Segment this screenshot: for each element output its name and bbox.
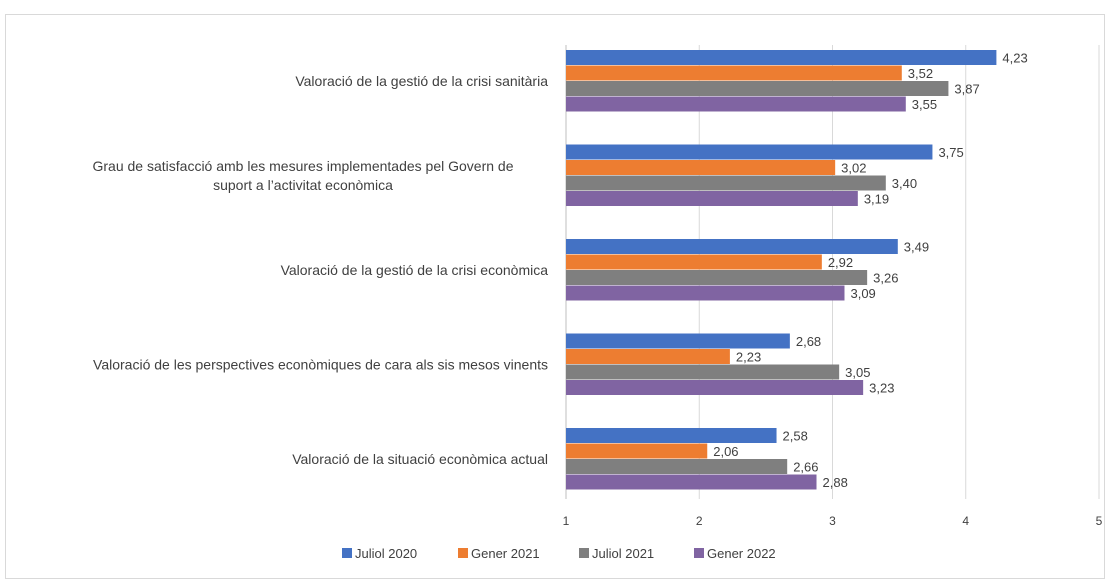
legend-swatch xyxy=(458,548,468,558)
data-labels: 4,23 3,52 3,87 3,55 3,75 3,02 3,403,19 3,49 2,92… xyxy=(713,50,1027,490)
legend-swatch xyxy=(579,548,589,558)
bar xyxy=(566,81,949,96)
data-label: 3,75 xyxy=(938,145,963,160)
data-label: 3,55 xyxy=(912,97,937,112)
data-label: 2,58 xyxy=(783,428,808,443)
legend-swatch xyxy=(342,548,352,558)
legend-label: Gener 2021 xyxy=(471,546,540,561)
bar xyxy=(566,160,836,175)
data-label: 2,88 xyxy=(823,475,848,490)
legend-label: Gener 2022 xyxy=(707,546,776,561)
bar xyxy=(566,144,933,160)
bar xyxy=(566,333,790,349)
legend: Juliol 2020 Gener 2021 Juliol 2021 Gener 20… xyxy=(342,546,776,561)
bar xyxy=(566,443,708,459)
data-label: 3,49 xyxy=(904,239,929,254)
category-label: Valoració de les perspectives econòmique… xyxy=(93,357,548,373)
legend-label: Juliol 2020 xyxy=(355,546,417,561)
data-label: 3,05 xyxy=(845,365,870,380)
data-label: 3,40 xyxy=(892,176,917,191)
data-label: 2,06 xyxy=(713,444,738,459)
category-label-line: Grau de satisfacció amb les mesures impl… xyxy=(93,158,514,174)
category-label: Valoració de la gestió de la crisi sanit… xyxy=(295,73,548,89)
data-label: 3,23 xyxy=(869,380,894,395)
x-tick-label: 4 xyxy=(962,514,969,528)
x-tick-label: 3 xyxy=(829,514,836,528)
bar xyxy=(566,349,730,364)
bar-chart: 4,23 3,52 3,87 3,55 3,75 3,02 3,403,19 3,49 2,92… xyxy=(93,45,1103,561)
data-label: 3,87 xyxy=(954,81,979,96)
bars xyxy=(566,50,997,490)
data-label: 3,52 xyxy=(908,66,933,81)
data-label: 3,19 xyxy=(864,191,889,206)
bar xyxy=(566,428,777,443)
data-label: 2,23 xyxy=(736,349,761,364)
bar xyxy=(566,270,868,285)
category-label: Valoració de la gestió de la crisi econò… xyxy=(281,262,549,278)
category-label: Grau de satisfacció amb les mesures impl… xyxy=(93,158,514,193)
x-tick-label: 2 xyxy=(696,514,703,528)
x-tick-label: 5 xyxy=(1096,514,1103,528)
chart-frame: 4,23 3,52 3,87 3,55 3,75 3,02 3,40 3,19 3,49 2,92… xyxy=(5,14,1105,579)
x-axis-ticks: 1 2 3 4 5 xyxy=(563,514,1103,528)
data-label: 2,92 xyxy=(828,255,853,270)
legend-label: Juliol 2021 xyxy=(592,546,654,561)
bar xyxy=(566,254,822,270)
data-label: 3,02 xyxy=(841,160,866,175)
data-label: 3,09 xyxy=(850,286,875,301)
bar xyxy=(566,50,997,65)
data-label: 2,68 xyxy=(796,334,821,349)
bar xyxy=(566,96,906,112)
bar xyxy=(566,239,898,254)
bar xyxy=(566,380,864,395)
bar xyxy=(566,459,788,474)
category-label-line: suport a l’activitat econòmica xyxy=(213,177,393,193)
data-label: 3,26 xyxy=(873,270,898,285)
bar xyxy=(566,65,902,81)
data-label: 4,23 xyxy=(1002,50,1027,65)
bar xyxy=(566,364,840,380)
legend-swatch xyxy=(694,548,704,558)
bar xyxy=(566,474,817,490)
bar xyxy=(566,191,858,206)
category-labels: Valoració de la gestió de la crisi sanit… xyxy=(93,73,549,467)
data-label: 2,66 xyxy=(793,459,818,474)
category-label: Valoració de la situació econòmica actua… xyxy=(292,451,548,467)
bar xyxy=(566,175,886,191)
x-tick-label: 1 xyxy=(563,514,570,528)
bar xyxy=(566,285,845,301)
